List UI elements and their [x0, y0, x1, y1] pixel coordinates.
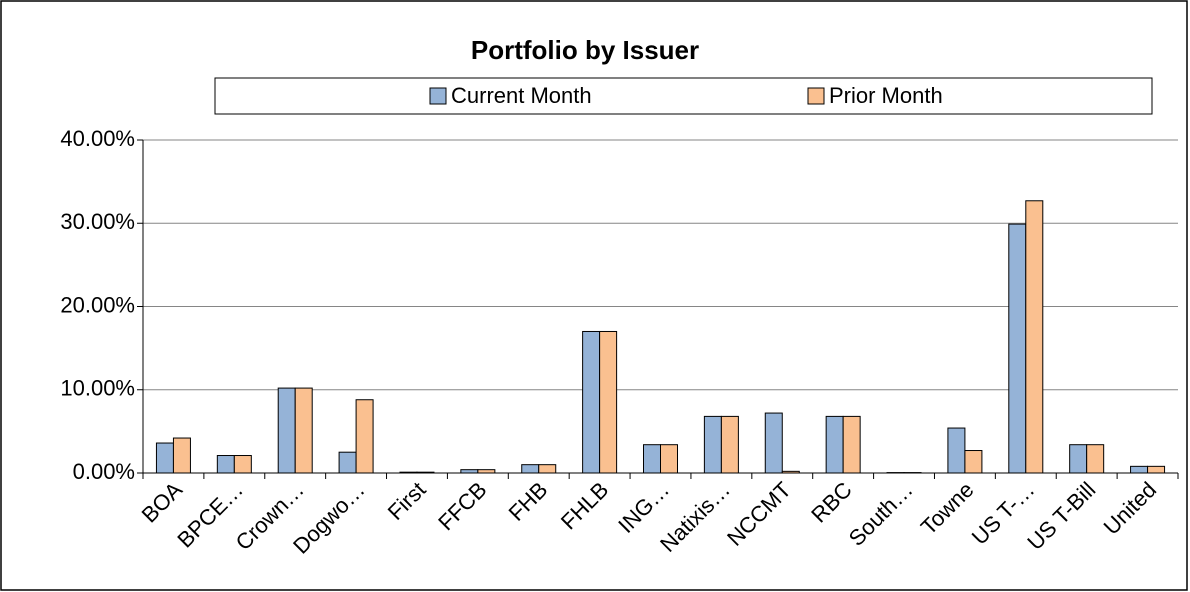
legend-label: Prior Month: [829, 83, 943, 108]
y-tick-label: 30.00%: [60, 209, 135, 234]
bar: [643, 444, 661, 474]
bar: [538, 464, 557, 474]
y-tick-label: 20.00%: [60, 292, 135, 317]
bar: [825, 415, 844, 474]
bar: [216, 455, 235, 474]
bar: [172, 437, 191, 474]
bar: [521, 464, 540, 474]
bar: [1008, 223, 1027, 474]
bar: [1025, 200, 1044, 474]
y-tick-label: 0.00%: [73, 459, 135, 484]
bar: [294, 387, 313, 474]
bar: [155, 442, 174, 474]
bar: [233, 455, 252, 474]
bar: [277, 387, 296, 474]
bar: [338, 451, 357, 474]
bar: [599, 330, 618, 474]
bar: [964, 450, 983, 474]
bar: [582, 330, 601, 474]
y-tick-label: 10.00%: [60, 376, 135, 401]
bar: [660, 444, 678, 474]
bar: [842, 415, 861, 474]
chart-title: Portfolio by Issuer: [471, 35, 699, 65]
bar: [720, 415, 739, 474]
bar: [1069, 444, 1088, 474]
legend-label: Current Month: [451, 83, 592, 108]
bar: [764, 412, 783, 474]
y-tick-label: 40.00%: [60, 126, 135, 151]
bar: [703, 415, 722, 474]
legend-swatch: [807, 87, 825, 105]
bar: [1147, 465, 1166, 474]
bar: [1130, 465, 1149, 474]
bar: [1086, 444, 1105, 474]
bar: [355, 399, 374, 474]
legend-box: [214, 77, 1153, 115]
legend-swatch: [429, 87, 447, 105]
bar: [947, 427, 966, 474]
